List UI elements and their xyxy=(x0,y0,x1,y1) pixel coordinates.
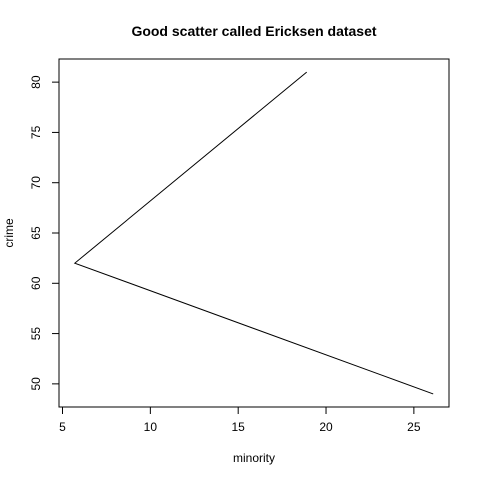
series-line xyxy=(73,71,434,395)
x-axis-label: minority xyxy=(233,451,275,465)
y-tick-label: 70 xyxy=(29,176,43,190)
y-tick-label: 75 xyxy=(29,125,43,139)
y-axis-label: crime xyxy=(2,218,16,248)
x-axis: 5 10 15 20 25 xyxy=(59,406,421,434)
y-tick-label: 60 xyxy=(29,276,43,290)
y-axis: 50 55 60 65 70 75 80 xyxy=(29,75,60,391)
y-tick-label: 55 xyxy=(29,327,43,341)
data-points xyxy=(74,72,433,395)
x-tick-label: 20 xyxy=(319,420,333,434)
y-tick-label: 80 xyxy=(29,75,43,89)
chart-title: Good scatter called Ericksen dataset xyxy=(131,23,376,39)
y-tick-label: 65 xyxy=(29,226,43,240)
x-tick-label: 25 xyxy=(407,420,421,434)
x-tick-label: 15 xyxy=(232,420,246,434)
x-tick-label: 10 xyxy=(144,420,158,434)
y-tick-label: 50 xyxy=(29,377,43,391)
plot-area-border xyxy=(58,58,450,408)
x-tick-label: 5 xyxy=(59,420,66,434)
